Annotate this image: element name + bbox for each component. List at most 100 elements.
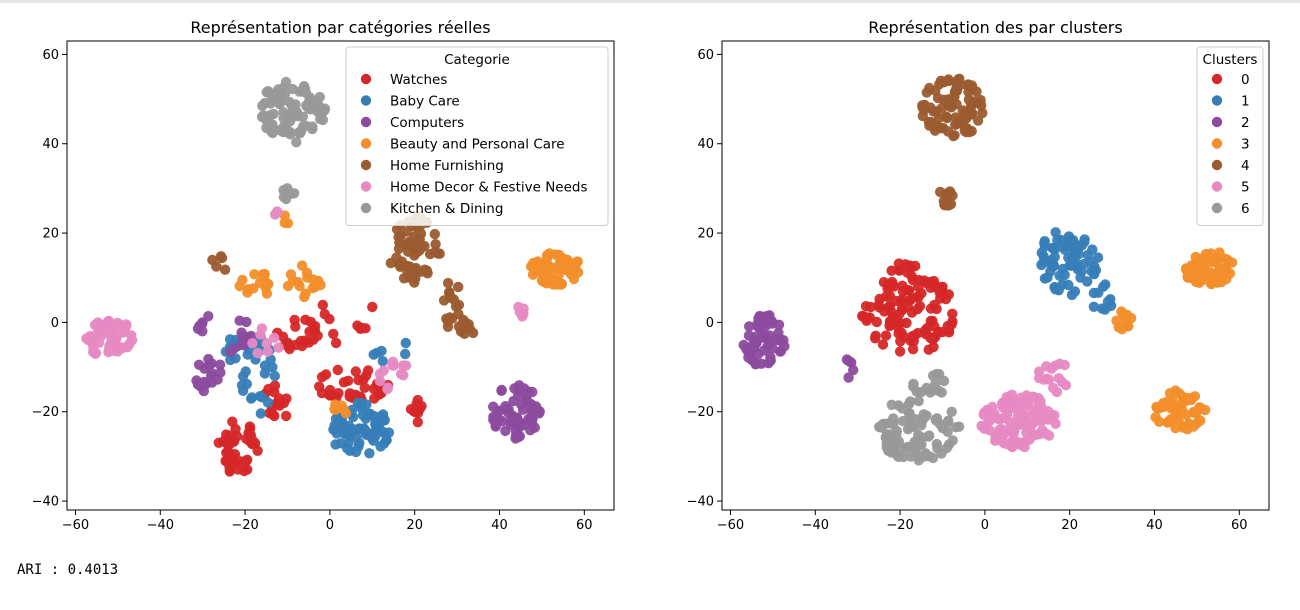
data-point <box>773 327 784 339</box>
data-point <box>1024 433 1036 444</box>
data-point <box>281 393 292 404</box>
data-point <box>958 112 970 123</box>
data-point <box>372 347 383 358</box>
data-point <box>883 302 894 313</box>
data-point <box>356 399 367 410</box>
data-point <box>430 239 441 250</box>
data-point <box>369 393 380 404</box>
data-point <box>940 293 952 305</box>
data-point <box>1001 407 1012 418</box>
data-point <box>913 395 924 407</box>
data-point <box>513 384 524 396</box>
y-tick-label: −40 <box>32 495 59 510</box>
data-point <box>203 311 214 322</box>
data-point <box>1088 301 1100 312</box>
data-point <box>763 358 774 369</box>
data-point <box>282 337 293 348</box>
y-tick-label: −40 <box>687 495 714 510</box>
series-3-points <box>1111 247 1238 435</box>
data-point <box>938 94 949 106</box>
data-point <box>229 343 240 354</box>
data-point <box>290 321 301 332</box>
data-point <box>874 421 885 433</box>
y-tick-label: 60 <box>697 48 714 63</box>
data-point <box>305 316 317 328</box>
data-point <box>907 344 919 355</box>
chart-panel-1: Représentation par catégories réelles −60… <box>32 18 615 533</box>
data-point <box>1122 320 1133 331</box>
data-point <box>280 410 292 422</box>
data-point <box>205 370 217 382</box>
data-point <box>261 112 272 124</box>
data-point <box>286 99 297 111</box>
data-point <box>877 339 889 350</box>
data-point <box>1206 278 1217 290</box>
data-point <box>316 388 328 399</box>
data-point <box>1013 404 1024 415</box>
data-point <box>301 267 313 278</box>
data-point <box>508 395 519 407</box>
data-point <box>262 278 273 289</box>
data-point <box>946 319 957 330</box>
data-point <box>924 430 935 441</box>
x-tick-label: −60 <box>62 518 89 533</box>
data-point <box>224 334 236 345</box>
plot-frame <box>721 40 1270 511</box>
data-point <box>890 295 902 307</box>
data-point <box>1211 255 1222 266</box>
data-point <box>927 334 939 345</box>
legend-label: Watches <box>390 72 447 88</box>
legend-title: Categorie <box>444 52 510 68</box>
data-point <box>902 441 914 453</box>
data-point <box>342 443 353 454</box>
data-point <box>328 328 339 340</box>
data-point <box>378 365 389 376</box>
data-point <box>886 399 897 410</box>
legend-marker <box>360 95 372 106</box>
legend-marker <box>360 202 372 214</box>
data-point <box>247 338 258 349</box>
legend-box <box>1196 46 1264 226</box>
data-point <box>1049 410 1060 421</box>
data-point <box>261 288 273 299</box>
data-point <box>242 287 253 298</box>
x-tick-label: −40 <box>147 518 174 533</box>
data-point <box>459 328 470 339</box>
data-point <box>332 364 343 376</box>
data-point <box>1063 231 1075 242</box>
legend-label: Beauty and Personal Care <box>390 137 565 153</box>
data-point <box>541 253 553 265</box>
data-point <box>1070 245 1082 256</box>
data-point <box>422 268 433 279</box>
data-point <box>888 438 900 449</box>
data-point <box>1063 279 1074 291</box>
data-point <box>864 312 875 323</box>
data-point <box>910 444 922 455</box>
data-point <box>93 324 104 335</box>
data-point <box>239 465 250 477</box>
data-point <box>240 366 251 377</box>
data-point <box>410 262 422 274</box>
data-point <box>1072 264 1083 275</box>
data-point <box>775 346 786 357</box>
data-point <box>401 226 412 237</box>
data-point <box>324 313 335 325</box>
data-point <box>350 366 361 377</box>
data-point <box>880 330 892 341</box>
data-point <box>282 280 294 292</box>
data-point <box>534 406 545 417</box>
data-point <box>299 83 311 95</box>
y-tick-label: 0 <box>706 316 714 331</box>
data-point <box>467 327 479 339</box>
data-point <box>126 330 137 341</box>
data-point <box>103 346 114 358</box>
data-point <box>350 389 361 400</box>
legend-marker <box>360 116 372 128</box>
data-point <box>255 329 266 340</box>
data-point <box>196 318 208 330</box>
y-tick-label: −20 <box>32 405 59 420</box>
data-point <box>1168 416 1179 427</box>
data-point <box>528 257 539 269</box>
data-point <box>1066 289 1078 301</box>
data-point <box>261 337 273 349</box>
